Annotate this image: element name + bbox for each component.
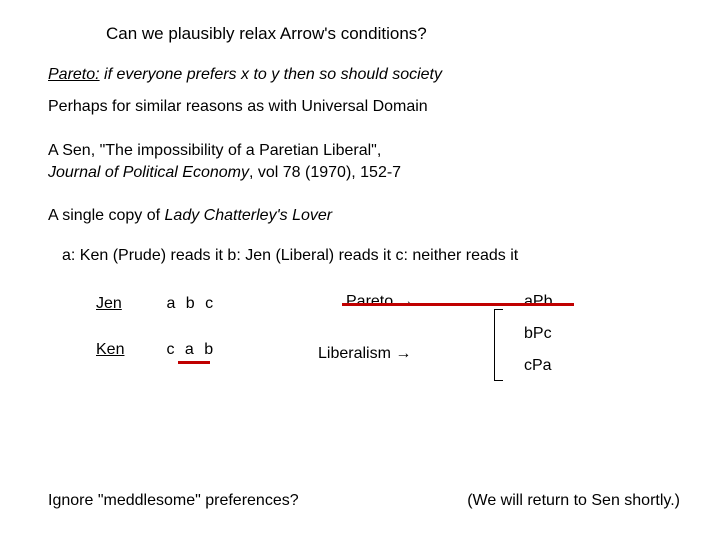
pref-row-jen: Jen a b c [96, 295, 216, 313]
red-underline-ken-ab [178, 361, 210, 364]
ref-line2: Journal of Political Economy, vol 78 (19… [48, 162, 672, 184]
red-strike-aPb [520, 303, 562, 306]
ref-line1: A Sen, "The impossibility of a Paretian … [48, 140, 672, 162]
result-bPc: bPc [524, 325, 552, 343]
result-aPb: aPb [524, 293, 552, 311]
bottom-right: (We will return to Sen shortly.) [467, 492, 680, 510]
pref-name-jen: Jen [96, 295, 156, 313]
options-line: a: Ken (Prude) reads it b: Jen (Liberal)… [62, 247, 672, 265]
slide-title: Can we plausibly relax Arrow's condition… [106, 24, 672, 44]
pareto-text: if everyone prefers x to y then so shoul… [100, 66, 442, 83]
line-similar-reasons: Perhaps for similar reasons as with Univ… [48, 98, 672, 116]
pref-row-ken: Ken c a b [96, 341, 216, 359]
liberalism-arrow: Liberalism → [318, 345, 411, 363]
bottom-left: Ignore "meddlesome" preferences? [48, 492, 299, 510]
result-cPa: cPa [524, 357, 552, 375]
pareto-line: Pareto: if everyone prefers x to y then … [48, 66, 672, 84]
pareto-label: Pareto: [48, 66, 100, 83]
book-line: A single copy of Lady Chatterley's Lover [48, 207, 672, 225]
slide: Can we plausibly relax Arrow's condition… [0, 0, 720, 540]
preference-table: Jen a b c Ken c a b Pareto → Liberalism … [96, 295, 672, 395]
pareto-arrow: Pareto → [346, 293, 414, 311]
reference-block: A Sen, "The impossibility of a Paretian … [48, 140, 672, 183]
pref-order-jen: a b c [166, 295, 216, 313]
ref-rest: , vol 78 (1970), 152-7 [249, 164, 401, 181]
book-title: Lady Chatterley's Lover [165, 207, 333, 224]
ref-journal: Journal of Political Economy [48, 164, 249, 181]
bottom-row: Ignore "meddlesome" preferences? (We wil… [48, 492, 680, 510]
curly-bracket [494, 309, 503, 381]
pref-name-ken: Ken [96, 341, 156, 359]
book-pre: A single copy of [48, 207, 165, 224]
pref-order-ken: c a b [166, 341, 216, 359]
